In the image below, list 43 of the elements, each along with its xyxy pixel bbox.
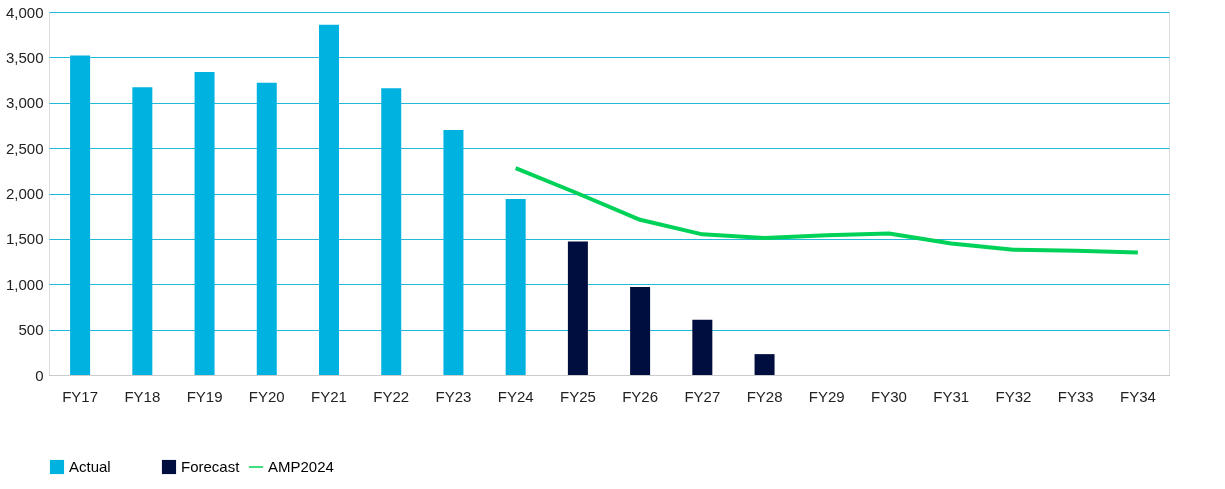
y-tick-label: 1,000 xyxy=(5,275,44,293)
bar xyxy=(505,198,526,375)
bar xyxy=(754,354,775,375)
x-tick-label: FY29 xyxy=(808,387,845,405)
legend-label: Actual xyxy=(69,458,111,475)
legend-label: Forecast xyxy=(181,458,241,475)
y-tick-label: 2,500 xyxy=(5,139,44,157)
x-tick-label: FY25 xyxy=(559,387,596,405)
x-tick-label: FY22 xyxy=(373,387,410,405)
x-tick-label: FY26 xyxy=(622,387,659,405)
bar xyxy=(443,129,464,375)
x-tick-label: FY20 xyxy=(248,387,285,405)
bar xyxy=(692,319,713,375)
x-tick-label: FY27 xyxy=(684,387,721,405)
bar xyxy=(381,88,402,375)
x-tick-label: FY28 xyxy=(746,387,783,405)
x-tick-label: FY33 xyxy=(1057,387,1094,405)
y-tick-label: 3,000 xyxy=(5,94,44,112)
y-tick-label: 500 xyxy=(18,321,44,339)
bar xyxy=(319,24,339,375)
line-series xyxy=(513,166,1140,255)
y-tick-label: 2,000 xyxy=(5,185,44,202)
x-tick-label: FY18 xyxy=(124,387,161,405)
y-tick-label: 0 xyxy=(35,366,44,384)
bar xyxy=(567,241,588,375)
bar xyxy=(70,55,91,375)
bar xyxy=(256,82,277,375)
x-tick-label: FY21 xyxy=(311,387,347,405)
bar xyxy=(630,286,651,375)
x-tick-label: FY23 xyxy=(435,387,472,405)
x-tick-label: FY19 xyxy=(186,387,223,405)
x-tick-label: FY31 xyxy=(933,387,970,405)
bar xyxy=(194,71,215,375)
y-tick-label: 3,500 xyxy=(5,48,44,66)
bar xyxy=(132,87,153,375)
x-tick-label: FY30 xyxy=(871,387,907,405)
x-tick-label: FY24 xyxy=(497,387,534,405)
x-tick-label: FY34 xyxy=(1119,387,1156,405)
y-tick-label: 4,000 xyxy=(5,3,44,21)
x-tick-label: FY17 xyxy=(62,387,99,405)
x-tick-label: FY32 xyxy=(995,387,1032,405)
legend-label: AMP2024 xyxy=(268,458,334,475)
y-tick-label: 1,500 xyxy=(5,230,44,248)
